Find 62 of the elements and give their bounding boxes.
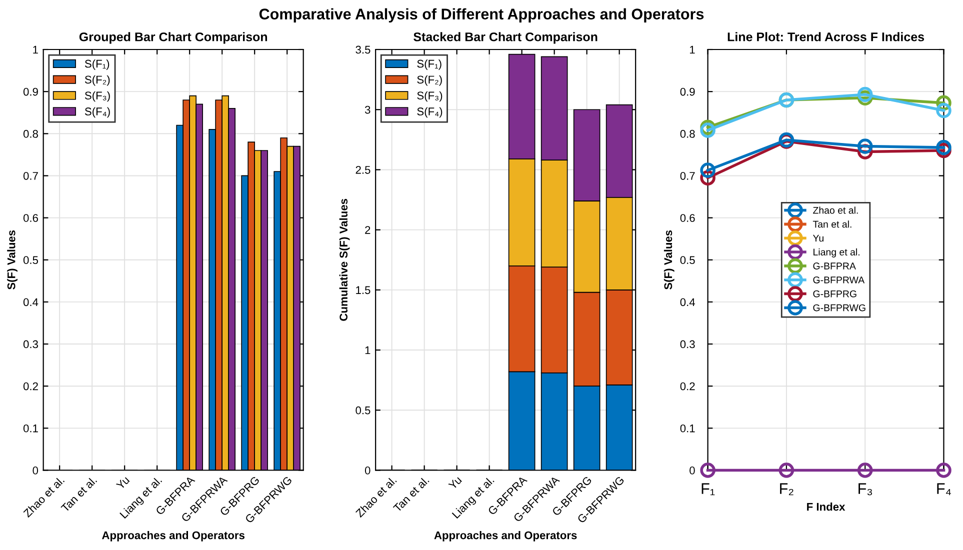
y-tick-label: 0.8 xyxy=(23,130,38,138)
y-tick-label: 0 xyxy=(32,466,38,474)
y-tick-label: 1 xyxy=(33,46,38,54)
y-axis-title: Cumulative S(F) Values xyxy=(339,198,350,321)
y-tick-label: 0.9 xyxy=(680,88,695,96)
x-tick-label: F₃ xyxy=(858,483,872,496)
y-tick-label: 0.4 xyxy=(23,298,38,306)
legend-label: S(F₄) xyxy=(417,107,442,118)
legend-label: Liang et al. xyxy=(814,248,860,258)
legend-label: G-BFPRWA xyxy=(813,276,865,284)
legend-label: S(F₁) xyxy=(84,60,110,70)
legend-label: G-BFPRA xyxy=(813,262,856,270)
x-tick-label: Yu xyxy=(116,476,130,490)
x-tick-label: F₂ xyxy=(780,483,794,496)
y-tick-label: 0.2 xyxy=(23,382,38,390)
y-tick-label: 3.5 xyxy=(356,46,370,54)
x-axis-title: Approaches and Operators xyxy=(102,531,245,542)
x-tick-label: Yu xyxy=(448,476,462,490)
y-tick-label: 3 xyxy=(364,106,370,114)
legend-label: S(F₃) xyxy=(417,91,442,102)
y-tick-label: 0.1 xyxy=(23,424,38,432)
y-tick-label: 0.6 xyxy=(680,214,695,222)
y-axis-title: S(F) Values xyxy=(7,230,18,290)
y-tick-label: 1 xyxy=(690,46,695,54)
x-tick-label: F₁ xyxy=(702,483,715,496)
y-axis-title: S(F) Values xyxy=(664,230,674,290)
y-tick-label: 0.1 xyxy=(680,424,695,432)
chart-title: Line Plot: Trend Across F Indices xyxy=(728,32,924,42)
x-axis-title: F Index xyxy=(807,502,846,511)
y-tick-label: 0.2 xyxy=(680,382,695,390)
y-tick-label: 0.5 xyxy=(356,406,370,414)
legend-label: S(F₂) xyxy=(417,75,442,86)
y-tick-label: 0.8 xyxy=(680,130,695,138)
y-tick-label: 0 xyxy=(690,466,695,474)
y-tick-label: 2 xyxy=(365,226,370,234)
x-axis-title: Approaches and Operators xyxy=(434,531,577,542)
y-tick-label: 0.3 xyxy=(680,340,695,348)
y-tick-label: 2.5 xyxy=(356,166,370,174)
y-tick-label: 0.6 xyxy=(23,214,38,222)
legend-label: S(F₄) xyxy=(84,107,110,118)
y-tick-label: 1.5 xyxy=(356,286,370,294)
y-tick-label: 0.7 xyxy=(680,172,695,180)
y-tick-label: 0 xyxy=(364,466,370,474)
legend-label: G-BFPRG xyxy=(813,290,856,298)
legend-label: S(F₃) xyxy=(84,91,110,102)
legend-label: G-BFPRWG xyxy=(813,304,866,312)
legend-label: S(F₁) xyxy=(417,60,442,70)
y-tick-label: 0.7 xyxy=(23,172,38,180)
legend-label: S(F₂) xyxy=(84,75,110,86)
legend-label: Tan et al. xyxy=(812,220,852,228)
chart-title: Grouped Bar Chart Comparison xyxy=(79,32,268,44)
chart-title: Stacked Bar Chart Comparison xyxy=(414,32,598,44)
y-tick-label: 0.3 xyxy=(23,340,38,348)
legend-label: Zhao et al. xyxy=(813,206,858,214)
y-tick-label: 0.5 xyxy=(23,256,38,264)
y-tick-label: 1 xyxy=(365,346,370,354)
y-tick-label: 0.9 xyxy=(23,88,38,96)
text: Comparative Analysis of Different Approaches and Operators xyxy=(259,8,704,22)
y-tick-label: 0.4 xyxy=(680,298,695,306)
x-tick-label: F₄ xyxy=(937,483,951,496)
legend-label: Yu xyxy=(812,234,824,242)
y-tick-label: 0.5 xyxy=(680,256,695,264)
